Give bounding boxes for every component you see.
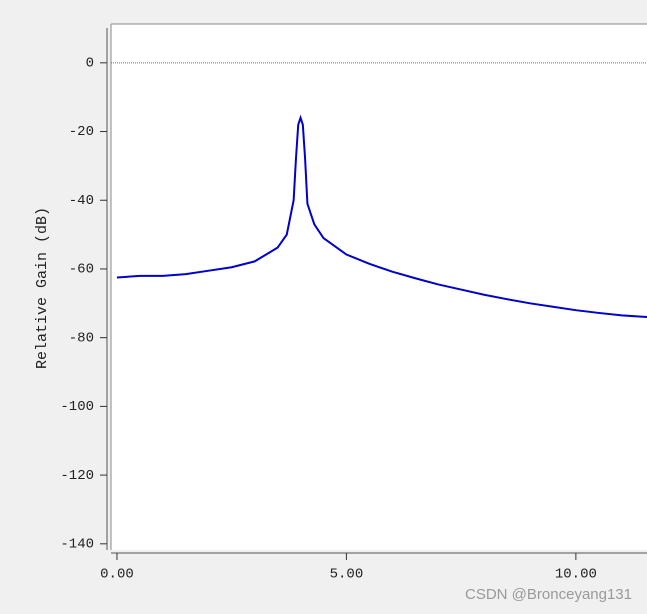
plot-area xyxy=(111,24,647,550)
y-tick-label: 0 xyxy=(86,56,94,72)
y-tick-label: -60 xyxy=(69,262,94,278)
y-tick-label: -40 xyxy=(69,193,94,209)
y-tick-label: -120 xyxy=(60,468,94,484)
x-tick-label: 10.00 xyxy=(555,567,597,583)
y-axis-label: Relative Gain (dB) xyxy=(34,207,51,369)
x-tick-label: 0.00 xyxy=(100,567,134,583)
y-tick-label: -140 xyxy=(60,537,94,553)
y-tick-label: -20 xyxy=(69,124,94,140)
watermark: CSDN @Bronceyang131 xyxy=(465,586,632,603)
x-tick-label: 5.00 xyxy=(330,567,364,583)
line-series xyxy=(116,114,647,319)
y-tick-label: -80 xyxy=(69,330,94,346)
y-tick-label: -100 xyxy=(60,399,94,415)
